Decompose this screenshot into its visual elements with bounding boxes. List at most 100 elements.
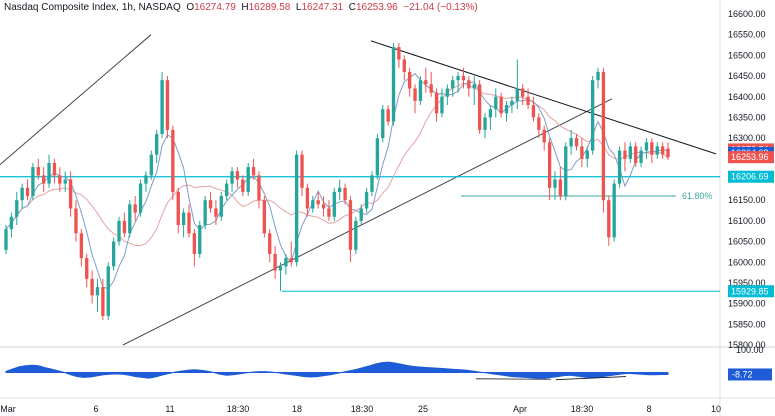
candle-body — [537, 117, 541, 130]
candle-body — [257, 175, 261, 201]
price-tick-label: 16500.00 — [728, 50, 766, 60]
rising-trendline — [122, 98, 613, 346]
candle-body — [149, 154, 153, 176]
price-badge-label: 16206.69 — [731, 172, 769, 182]
price-tick-label: 15900.00 — [728, 299, 766, 309]
candle-body — [601, 71, 606, 201]
candle-body — [569, 138, 573, 147]
candle-body — [391, 47, 396, 122]
price-tick-label: 16350.00 — [728, 112, 766, 122]
candle-body — [278, 266, 283, 271]
candle-body — [332, 191, 336, 217]
open-value: 16274.79 — [194, 2, 236, 13]
candle-body — [187, 212, 191, 234]
price-badge — [728, 285, 774, 298]
price-tick-label: 16450.00 — [728, 71, 766, 81]
candle-body — [47, 162, 51, 184]
price-tick-label: 15950.00 — [728, 278, 766, 288]
candle-body — [9, 216, 14, 230]
candle-body — [521, 88, 525, 97]
candle-body — [494, 96, 498, 110]
candle-body — [300, 154, 304, 188]
candle-body — [52, 162, 57, 176]
low-value: 16247.31 — [301, 2, 344, 13]
price-tick-label: 16300.00 — [728, 133, 766, 143]
candle-body — [63, 179, 67, 184]
candle-body — [85, 258, 89, 279]
price-tick-label: 16550.00 — [728, 30, 766, 40]
price-tick-label: 16050.00 — [728, 237, 766, 247]
candle-body — [402, 59, 406, 72]
time-tick-label: 8 — [646, 404, 651, 414]
candle-body — [111, 241, 116, 267]
candle-body — [36, 167, 40, 176]
candle-body — [666, 148, 670, 158]
candle-body — [488, 109, 493, 118]
candle-body — [214, 208, 218, 217]
candle-body — [58, 175, 62, 184]
candle-body — [558, 179, 563, 197]
candle-body — [639, 150, 643, 163]
candle-body — [607, 200, 611, 238]
candle-body — [144, 175, 148, 184]
candle-body — [321, 204, 326, 209]
candle-body — [434, 92, 439, 114]
candle-body — [289, 258, 293, 263]
candle-body — [542, 129, 546, 143]
candle-body — [348, 200, 353, 250]
oscillator-value-label: -8.72 — [732, 369, 753, 379]
candle-body — [122, 220, 127, 234]
price-badge — [728, 170, 774, 183]
oscillator-tick-label: 100.00 — [736, 345, 764, 355]
price-badge-label: 15929.85 — [731, 286, 769, 296]
candle-body — [531, 105, 536, 118]
chart-header: Nasdaq Composite Index, 1h, NASDAQ O1627… — [4, 2, 478, 13]
candle-body — [338, 187, 342, 192]
candle-body — [176, 191, 180, 226]
candle-body — [15, 200, 19, 217]
candle-body — [262, 200, 267, 234]
candle-body — [472, 84, 476, 89]
candle-body — [171, 129, 175, 192]
time-tick-label: 18:30 — [571, 404, 594, 414]
candle-body — [219, 196, 223, 217]
candle-body — [95, 287, 100, 296]
candle-body — [461, 76, 466, 81]
candle-body — [203, 200, 207, 226]
time-tick-label: 18:30 — [227, 404, 250, 414]
candle-body — [407, 71, 412, 89]
candle-body — [106, 266, 110, 317]
candle-body — [451, 80, 455, 89]
candle-body — [128, 204, 132, 234]
candle-body — [359, 208, 363, 221]
candle-body — [440, 96, 444, 114]
candle-body — [634, 146, 638, 163]
low-label: L — [295, 2, 302, 13]
close-label: C — [348, 2, 356, 13]
candle-body — [386, 109, 390, 122]
candle-body — [68, 179, 73, 209]
oscillator-area — [5, 361, 669, 379]
candle-body — [510, 100, 514, 106]
candle-body — [467, 80, 471, 89]
candle-body — [364, 191, 369, 209]
candle-body — [311, 200, 315, 209]
candle-body — [74, 208, 78, 234]
candle-body — [477, 84, 482, 130]
fib-level-label: 61.80% — [682, 191, 713, 201]
candle-body — [499, 96, 503, 114]
candle-body — [241, 179, 245, 192]
divergence-line — [555, 376, 627, 381]
price-badge-label: 16253.96 — [731, 152, 769, 162]
slow-moving-average — [5, 82, 669, 247]
time-tick-label: 11 — [165, 404, 174, 414]
candle-body — [655, 146, 659, 155]
price-tick-label: 15800.00 — [728, 340, 766, 350]
candle-body — [526, 96, 530, 106]
candle-body — [25, 187, 30, 197]
candle-body — [42, 175, 46, 184]
candle-body — [628, 146, 632, 159]
candle-body — [273, 253, 277, 271]
